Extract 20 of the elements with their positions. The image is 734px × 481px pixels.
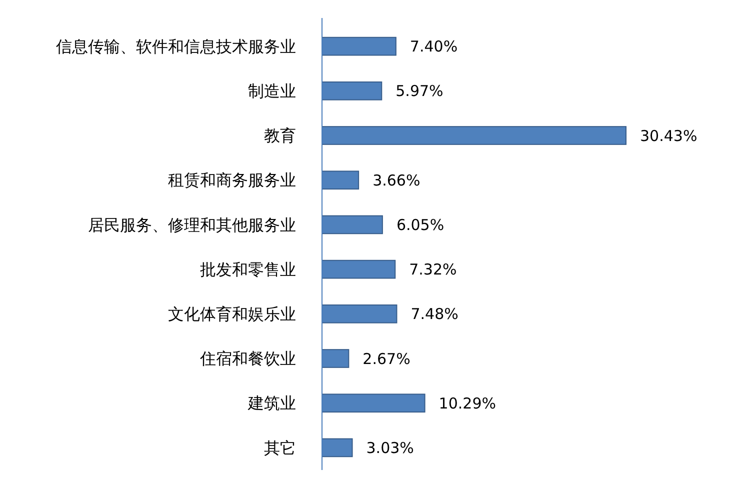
y-tick-label: 租赁和商务服务业 [168,170,296,190]
data-label: 10.29% [438,394,496,412]
y-tick-label: 制造业 [248,82,296,100]
data-label: 7.40% [410,38,458,56]
y-tick-label: 批发和零售业 [200,260,296,279]
y-tick-label: 建筑业 [247,394,296,413]
data-label: 7.32% [409,260,457,279]
data-label: 3.66% [372,171,420,190]
y-tick-label: 住宿和餐饮业 [199,349,296,368]
y-tick-label: 教育 [264,126,296,146]
data-label: 6.05% [396,216,444,234]
y-tick-label: 其它 [264,438,296,458]
y-tick-label: 信息传输、软件和信息技术服务业 [56,36,296,56]
data-label: 5.97% [396,82,444,100]
data-label: 2.67% [362,350,410,368]
y-tick-label: 居民服务、修理和其他服务业 [88,215,296,234]
y-tick-label: 文化体育和娱乐业 [168,304,296,324]
data-label: 7.48% [410,305,458,324]
data-label: 30.43% [640,126,698,145]
data-label: 3.03% [366,438,414,457]
